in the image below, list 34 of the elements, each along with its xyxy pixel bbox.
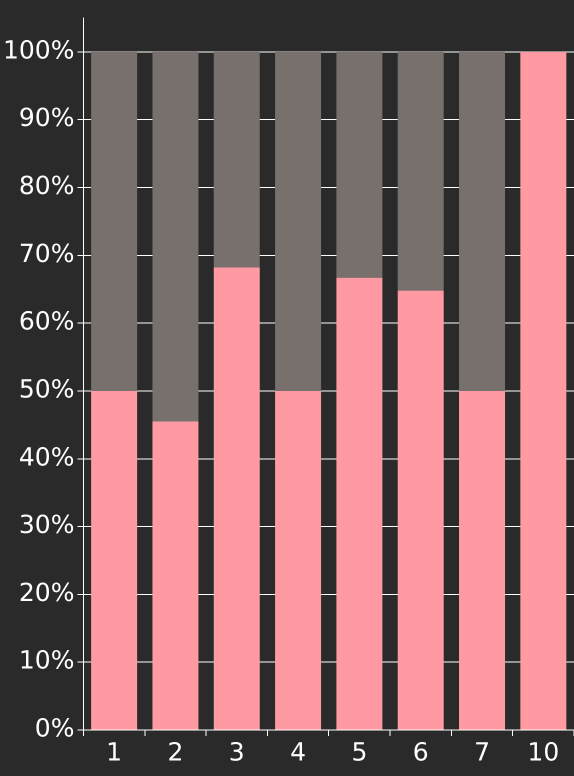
x-tick-label: 5 <box>351 738 368 766</box>
bar <box>459 390 506 730</box>
bar <box>214 52 260 268</box>
x-tick-label: 7 <box>474 738 490 766</box>
x-tick-label: 10 <box>527 738 560 766</box>
y-tick-label: 0% <box>34 714 74 742</box>
x-tick-label: 3 <box>228 738 245 766</box>
bar <box>275 52 322 391</box>
bar <box>520 52 566 730</box>
x-tick-label: 2 <box>167 738 184 766</box>
bar <box>91 52 138 391</box>
y-tick-label: 20% <box>18 578 74 607</box>
bar <box>336 278 382 730</box>
y-tick-label: 60% <box>18 306 74 336</box>
bar <box>152 421 198 730</box>
y-tick-label: 70% <box>18 238 74 268</box>
y-tick-label: 80% <box>18 171 74 200</box>
bar <box>214 268 260 730</box>
bar <box>398 52 444 291</box>
bar <box>275 390 322 730</box>
bar <box>336 52 382 278</box>
x-tick-label: 6 <box>412 738 429 766</box>
bar <box>91 390 138 730</box>
bar <box>152 52 198 422</box>
bar <box>398 290 444 730</box>
x-tick-label: 1 <box>106 738 122 766</box>
y-tick-label: 90% <box>18 103 74 132</box>
x-tick-label: 4 <box>290 738 306 766</box>
bar <box>459 52 506 391</box>
y-tick-label: 40% <box>18 442 74 472</box>
y-tick-label: 10% <box>18 646 74 675</box>
y-tick-label: 30% <box>18 510 74 540</box>
y-tick-label: 50% <box>18 374 74 404</box>
y-tick-label: 100% <box>2 35 74 64</box>
